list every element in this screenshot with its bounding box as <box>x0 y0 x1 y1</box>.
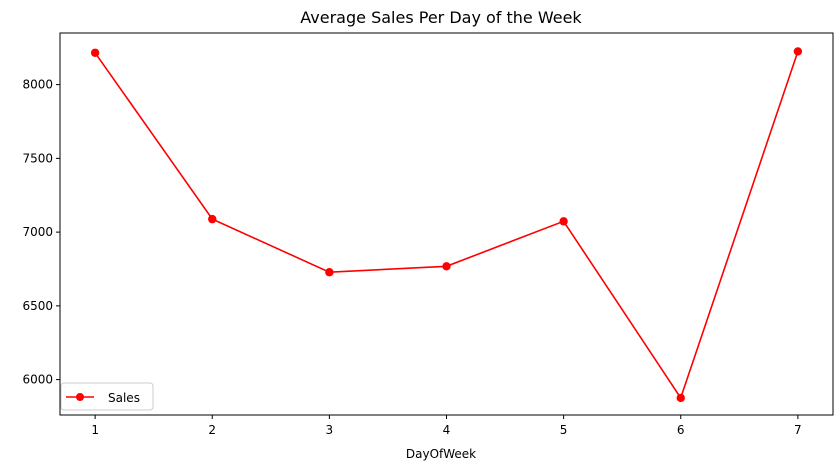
y-tick-label: 7500 <box>22 151 53 165</box>
y-tick-label: 6500 <box>22 299 53 313</box>
legend: Sales <box>60 382 154 411</box>
plot-area <box>59 32 834 416</box>
legend-box <box>60 382 154 411</box>
data-point <box>325 268 334 277</box>
legend-marker <box>76 393 84 401</box>
y-tick-label: 6000 <box>22 373 53 387</box>
plot-frame <box>59 32 834 416</box>
data-point <box>676 393 685 403</box>
y-axis: 6000 6500 7000 7500 8000 <box>22 78 60 387</box>
x-tick-label: 2 <box>208 423 216 437</box>
x-tick-label: 4 <box>443 423 451 437</box>
x-axis: 1 2 3 4 5 6 7 <box>91 415 802 437</box>
chart-title: Average Sales Per Day of the Week <box>300 8 582 27</box>
y-tick-label: 7000 <box>22 225 53 239</box>
series-layer <box>90 47 803 403</box>
legend-label-sales: Sales <box>108 391 140 405</box>
x-axis-label: DayOfWeek <box>406 447 476 461</box>
x-tick-label: 7 <box>794 423 802 437</box>
y-tick-label: 8000 <box>22 78 53 92</box>
data-point <box>793 47 803 56</box>
data-point <box>208 214 217 224</box>
data-point <box>90 48 100 57</box>
data-point <box>442 262 451 271</box>
x-tick-label: 1 <box>91 423 99 437</box>
data-point <box>559 217 568 226</box>
x-tick-label: 6 <box>677 423 685 437</box>
x-tick-label: 3 <box>326 423 334 437</box>
x-tick-label: 5 <box>560 423 568 437</box>
